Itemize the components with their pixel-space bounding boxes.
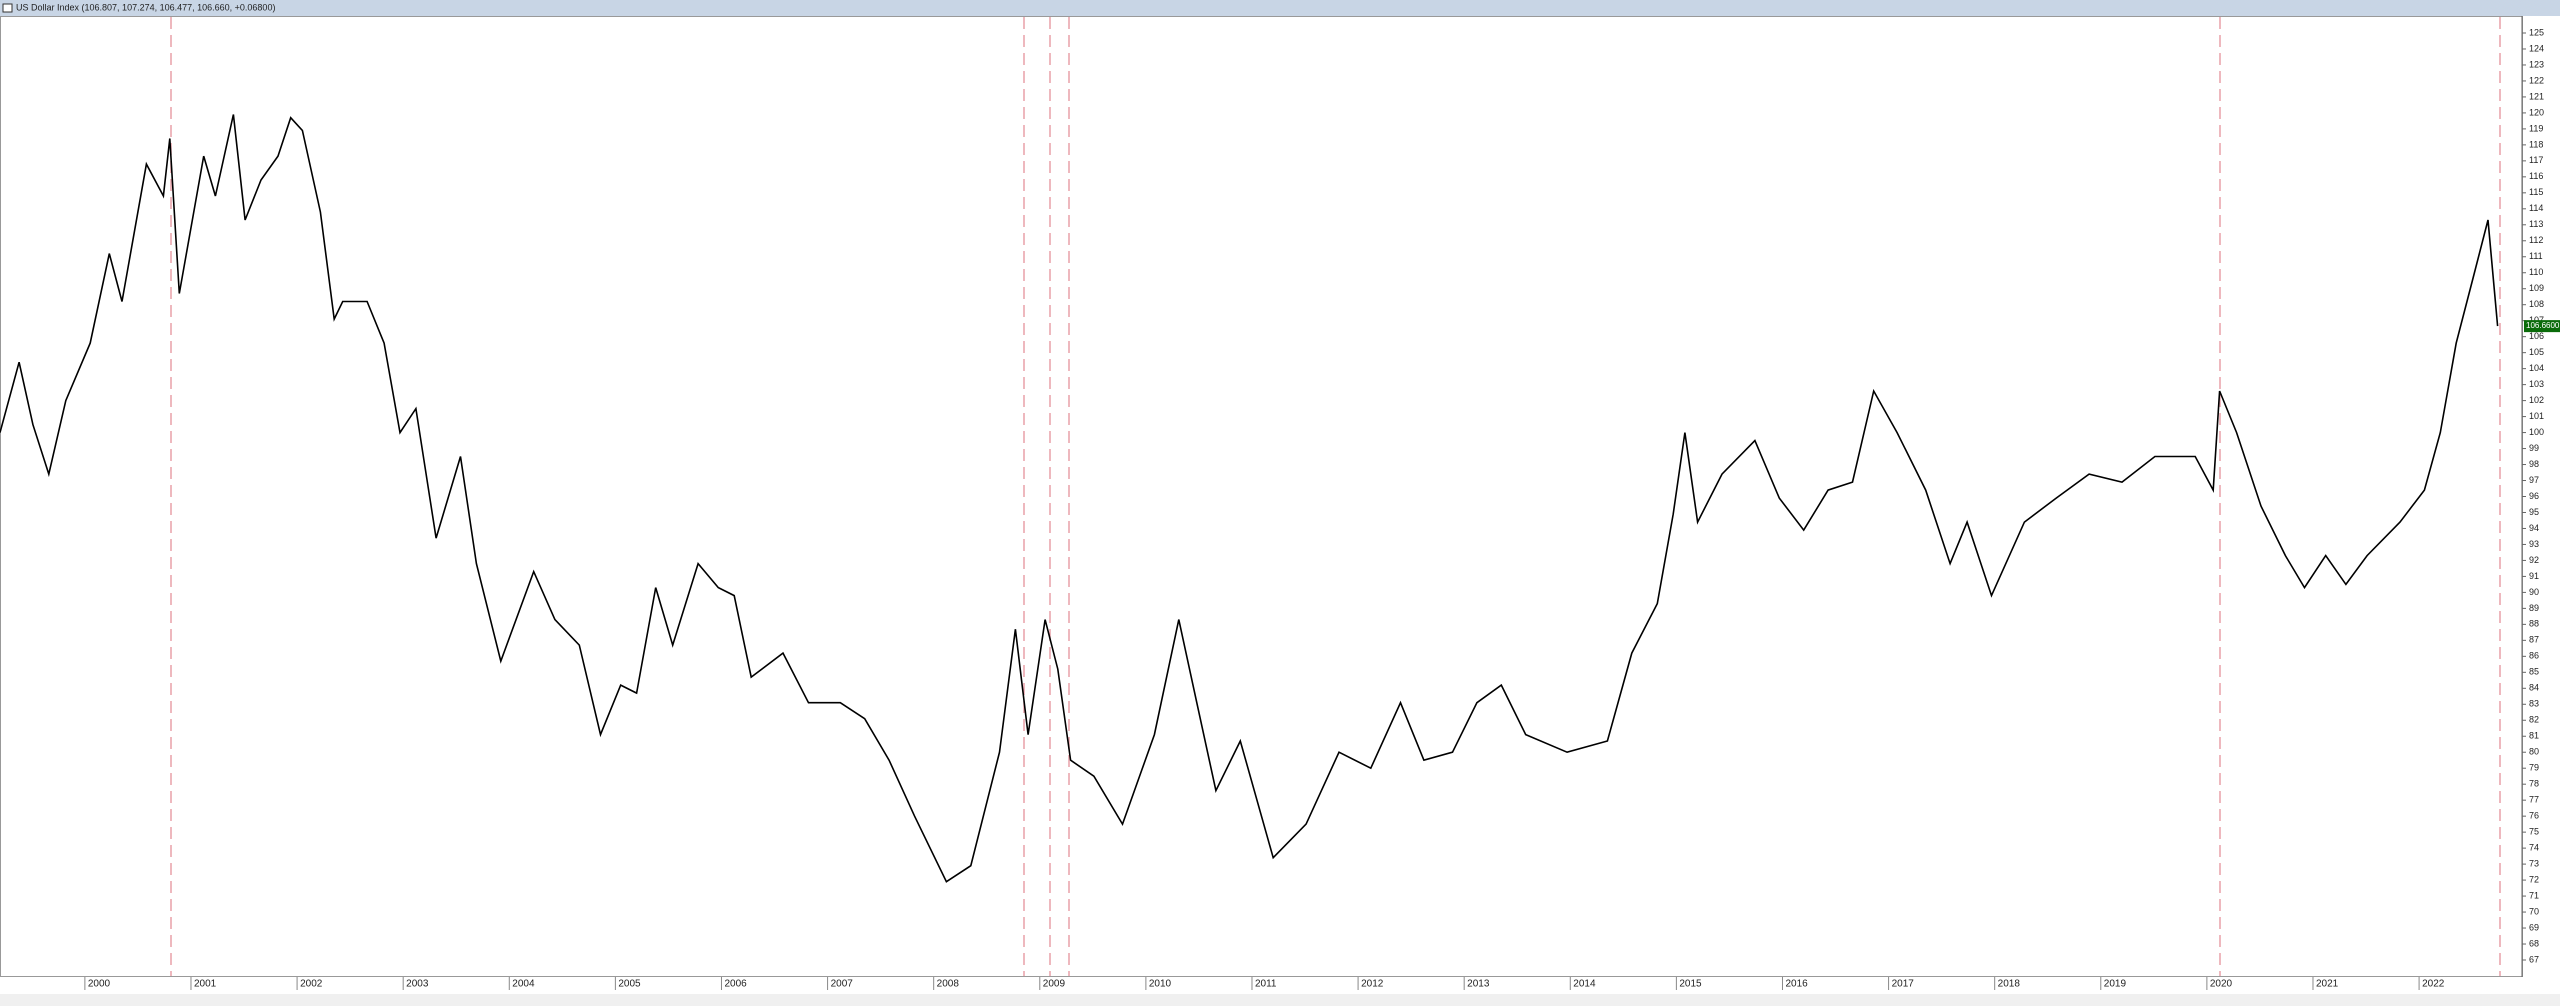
y-tick-label: 102 xyxy=(2529,395,2544,405)
y-tick-label: 119 xyxy=(2529,123,2543,133)
y-tick-label: 69 xyxy=(2529,922,2539,932)
y-tick-label: 123 xyxy=(2529,59,2544,69)
y-tick-label: 110 xyxy=(2529,267,2543,277)
y-tick-label: 72 xyxy=(2529,874,2539,884)
y-tick-label: 109 xyxy=(2529,283,2544,293)
y-tick-label: 94 xyxy=(2529,523,2539,533)
y-tick-label: 71 xyxy=(2529,890,2539,900)
x-tick-label: 2017 xyxy=(1892,979,1915,990)
y-tick-label: 90 xyxy=(2529,587,2539,597)
x-tick-label: 2019 xyxy=(2104,979,2127,990)
x-tick-label: 2010 xyxy=(1149,979,1172,990)
x-tick-label: 2011 xyxy=(1255,979,1277,990)
y-tick-label: 120 xyxy=(2529,107,2544,117)
x-tick-label: 2007 xyxy=(831,979,854,990)
y-tick-label: 121 xyxy=(2529,91,2544,101)
x-tick-label: 2009 xyxy=(1043,979,1066,990)
event-markers xyxy=(170,17,2501,976)
y-tick-label: 106 xyxy=(2529,331,2544,341)
x-tick-label: 2014 xyxy=(1573,979,1596,990)
y-tick-label: 91 xyxy=(2529,571,2539,581)
title-bar xyxy=(0,0,2560,16)
plot-area xyxy=(0,16,2523,977)
y-tick-label: 100 xyxy=(2529,427,2544,437)
y-tick-label: 76 xyxy=(2529,811,2539,821)
y-tick-label: 84 xyxy=(2529,683,2539,693)
y-tick-label: 98 xyxy=(2529,459,2539,469)
y-tick-label: 89 xyxy=(2529,603,2539,613)
y-tick-label: 88 xyxy=(2529,619,2539,629)
y-tick-label: 74 xyxy=(2529,842,2539,852)
status-bar xyxy=(0,994,2560,1006)
x-tick-label: 2020 xyxy=(2210,979,2233,990)
y-tick-label: 116 xyxy=(2529,171,2543,181)
x-tick-label: 2004 xyxy=(512,979,535,990)
y-tick-label: 82 xyxy=(2529,715,2539,725)
x-tick-label: 2013 xyxy=(1467,979,1490,990)
last-value-box xyxy=(2524,320,2560,333)
y-tick-label: 86 xyxy=(2529,651,2539,661)
y-tick-label: 92 xyxy=(2529,555,2539,565)
x-tick-label: 2008 xyxy=(937,979,960,990)
y-tick-label: 99 xyxy=(2529,443,2539,453)
y-tick-label: 122 xyxy=(2529,75,2544,85)
x-tick-label: 2015 xyxy=(1679,979,1702,990)
y-tick-label: 117 xyxy=(2529,155,2543,165)
y-tick-label: 87 xyxy=(2529,635,2539,645)
y-tick-label: 67 xyxy=(2529,954,2539,964)
price-line xyxy=(0,114,2499,883)
y-tick-label: 125 xyxy=(2529,27,2544,37)
y-tick-label: 96 xyxy=(2529,491,2539,501)
y-tick-label: 105 xyxy=(2529,347,2544,357)
y-tick-label: 85 xyxy=(2529,667,2539,677)
y-tick-label: 114 xyxy=(2529,203,2543,213)
y-tick-label: 81 xyxy=(2529,731,2539,741)
x-tick-label: 2002 xyxy=(300,979,323,990)
x-tick-label: 2018 xyxy=(1998,979,2021,990)
chart-title: US Dollar Index (106.807, 107.274, 106.4… xyxy=(16,2,275,12)
y-tick-label: 108 xyxy=(2529,299,2544,309)
y-tick-label: 115 xyxy=(2529,187,2543,197)
y-tick-label: 68 xyxy=(2529,938,2539,948)
y-tick-label: 107 xyxy=(2529,315,2544,325)
x-tick-label: 2022 xyxy=(2422,979,2445,990)
y-tick-label: 111 xyxy=(2529,251,2543,261)
y-tick-label: 77 xyxy=(2529,795,2539,805)
x-tick-label: 2001 xyxy=(194,979,217,990)
y-tick-label: 83 xyxy=(2529,699,2539,709)
y-tick-label: 79 xyxy=(2529,763,2539,773)
y-tick-label: 113 xyxy=(2529,219,2543,229)
x-tick-label: 2021 xyxy=(2316,979,2339,990)
y-tick-label: 70 xyxy=(2529,906,2539,916)
y-tick-label: 95 xyxy=(2529,507,2539,517)
x-tick-label: 2005 xyxy=(618,979,641,990)
y-tick-label: 73 xyxy=(2529,858,2539,868)
y-tick-label: 112 xyxy=(2529,235,2543,245)
y-tick-label: 124 xyxy=(2529,43,2544,53)
y-tick-label: 75 xyxy=(2529,827,2539,837)
y-tick-label: 101 xyxy=(2529,411,2544,421)
y-tick-label: 118 xyxy=(2529,139,2543,149)
window-icon xyxy=(2,3,13,13)
x-tick-label: 2006 xyxy=(724,979,747,990)
y-tick-label: 93 xyxy=(2529,539,2539,549)
y-tick-label: 97 xyxy=(2529,475,2539,485)
y-tick-label: 104 xyxy=(2529,363,2544,373)
y-tick-label: 78 xyxy=(2529,779,2539,789)
x-tick-label: 2012 xyxy=(1361,979,1384,990)
y-tick-label: 103 xyxy=(2529,379,2544,389)
x-tick-label: 2016 xyxy=(1785,979,1808,990)
x-tick-label: 2000 xyxy=(88,979,111,990)
y-tick-label: 80 xyxy=(2529,747,2539,757)
x-tick-label: 2003 xyxy=(406,979,429,990)
last-value-label: 106.6600 xyxy=(2526,321,2560,330)
